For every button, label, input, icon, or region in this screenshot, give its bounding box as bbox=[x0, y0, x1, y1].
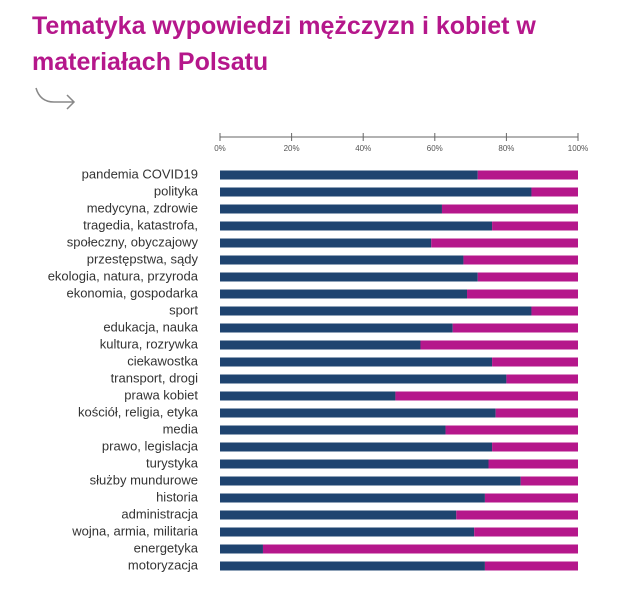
x-tick-label: 60% bbox=[427, 144, 443, 153]
bar-segment bbox=[220, 459, 489, 469]
bar-segment bbox=[531, 306, 578, 316]
category-label: administracja bbox=[121, 506, 198, 521]
bar-segment bbox=[220, 527, 475, 537]
category-label: prawo, legislacja bbox=[102, 438, 199, 453]
bar-segment bbox=[506, 374, 578, 384]
category-label: energetyka bbox=[134, 540, 199, 555]
category-label: sport bbox=[169, 302, 198, 317]
bar-segment bbox=[488, 459, 578, 469]
bar-segment bbox=[474, 527, 578, 537]
bar-segment bbox=[220, 204, 442, 214]
category-label: motoryzacja bbox=[128, 557, 199, 572]
category-label: polityka bbox=[154, 183, 199, 198]
category-label: wojna, armia, militaria bbox=[71, 523, 198, 538]
category-label: historia bbox=[156, 489, 199, 504]
bar-segment bbox=[484, 493, 578, 503]
category-label: ekologia, natura, przyroda bbox=[48, 268, 199, 283]
x-tick-label: 80% bbox=[498, 144, 514, 153]
category-label: przestępstwa, sądy bbox=[87, 251, 199, 266]
bar-segment bbox=[520, 476, 578, 486]
bar-segment bbox=[220, 340, 421, 350]
category-label: kościół, religia, etyka bbox=[78, 404, 199, 419]
bar-segment bbox=[492, 357, 578, 367]
bar-segment bbox=[220, 391, 396, 401]
bar-segment bbox=[463, 255, 578, 265]
bar-segment bbox=[220, 187, 532, 197]
bar-segment bbox=[220, 238, 432, 248]
bar-segment bbox=[220, 374, 507, 384]
bar-segment bbox=[452, 323, 578, 333]
bar-segment bbox=[220, 255, 464, 265]
x-tick-label: 40% bbox=[355, 144, 371, 153]
bar-segment bbox=[445, 425, 578, 435]
bar-segment bbox=[467, 289, 578, 299]
bar-segment bbox=[220, 170, 478, 180]
category-label: służby mundurowe bbox=[90, 472, 198, 487]
category-label: kultura, rozrywka bbox=[100, 336, 199, 351]
bar-segment bbox=[431, 238, 578, 248]
bar-segment bbox=[220, 289, 468, 299]
bar-segment bbox=[220, 561, 485, 571]
bar-segment bbox=[477, 170, 578, 180]
bar-segment bbox=[220, 425, 446, 435]
bar-segment bbox=[220, 510, 457, 520]
bar-segment bbox=[456, 510, 578, 520]
bar-segment bbox=[220, 544, 263, 554]
category-label: transport, drogi bbox=[111, 370, 199, 385]
bar-segment bbox=[220, 442, 493, 452]
bar-segment bbox=[420, 340, 578, 350]
bar-segment bbox=[477, 272, 578, 282]
bar-segment bbox=[220, 357, 493, 367]
bar-segment bbox=[220, 493, 485, 503]
category-label: pandemia COVID19 bbox=[82, 166, 198, 181]
x-tick-label: 20% bbox=[284, 144, 300, 153]
category-label: prawa kobiet bbox=[124, 387, 198, 402]
bar-segment bbox=[495, 408, 578, 418]
bar-segment bbox=[220, 221, 493, 231]
bar-segment bbox=[220, 306, 532, 316]
bar-segment bbox=[492, 442, 578, 452]
category-label: ekonomia, gospodarka bbox=[66, 285, 198, 300]
bar-segment bbox=[220, 408, 496, 418]
bar-segment bbox=[220, 476, 521, 486]
bar-segment bbox=[441, 204, 578, 214]
category-label: turystyka bbox=[146, 455, 199, 470]
bar-segment bbox=[220, 272, 478, 282]
bar-segment bbox=[220, 323, 453, 333]
category-label: społeczny, obyczajowy bbox=[67, 234, 199, 249]
category-label: tragedia, katastrofa, bbox=[83, 217, 198, 232]
x-tick-label: 100% bbox=[568, 144, 588, 153]
category-label: ciekawostka bbox=[127, 353, 199, 368]
bar-segment bbox=[262, 544, 578, 554]
bar-segment bbox=[492, 221, 578, 231]
bar-segment bbox=[395, 391, 578, 401]
arrow-icon bbox=[35, 87, 76, 110]
category-label: edukacja, nauka bbox=[103, 319, 198, 334]
bar-segment bbox=[531, 187, 578, 197]
x-tick-label: 0% bbox=[214, 144, 226, 153]
chart-title: Tematyka wypowiedzi mężczyzn i kobiet w … bbox=[32, 12, 536, 76]
category-label: medycyna, zdrowie bbox=[87, 200, 198, 215]
category-label: media bbox=[163, 421, 199, 436]
bar-segment bbox=[484, 561, 578, 571]
